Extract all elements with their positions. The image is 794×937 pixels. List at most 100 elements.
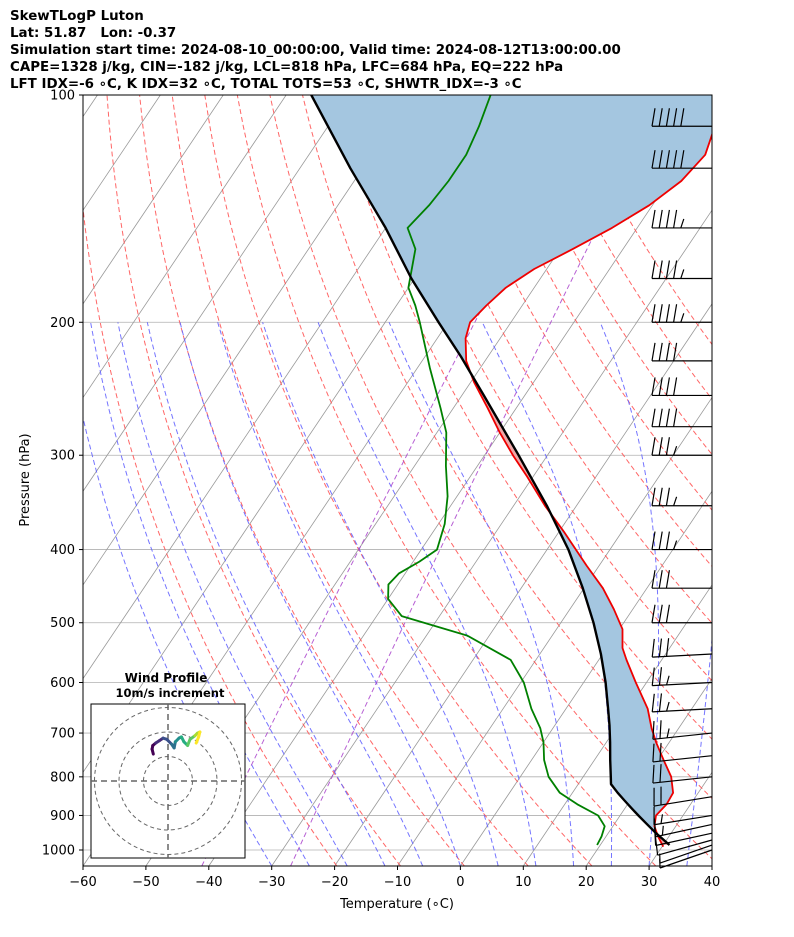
barb-flag [673, 377, 678, 396]
moist-adiabat [686, 634, 712, 866]
barb-shaft [652, 653, 713, 658]
barb-flag [651, 638, 655, 658]
barb-flag [658, 638, 663, 657]
hodograph-title: Wind Profile [125, 671, 208, 685]
barb-flag [658, 570, 663, 589]
wind-barb [651, 604, 712, 624]
barb-flag [673, 496, 678, 506]
barb-flag [673, 150, 678, 169]
x-tick-label: −40 [195, 875, 222, 890]
barb-flag [665, 260, 670, 279]
barb-flag [658, 377, 663, 396]
cape-line: CAPE=1328 j/kg, CIN=-182 j/kg, LCL=818 h… [10, 60, 564, 75]
barb-flag [665, 108, 670, 127]
dry-adiabat [334, 95, 712, 740]
barb-shaft [659, 849, 713, 869]
barb-flag [665, 531, 670, 550]
barb-flag [651, 604, 656, 623]
y-tick-label: 200 [50, 316, 75, 331]
wind-barb [651, 260, 712, 280]
barb-flag [665, 638, 670, 657]
y-tick-label: 300 [50, 449, 75, 464]
barb-flag [651, 667, 655, 686]
barb-flag [665, 701, 670, 712]
wind-barb [651, 209, 712, 229]
barb-flag [659, 742, 662, 762]
moist-adiabat [317, 322, 537, 866]
y-tick-label: 500 [50, 616, 75, 631]
barb-flag [665, 150, 670, 169]
wind-barb [653, 818, 713, 838]
moist-adiabat [217, 322, 461, 866]
wind-barb [651, 638, 713, 658]
dry-adiabat [497, 95, 712, 456]
barb-flag [659, 764, 662, 783]
barb-flag [665, 342, 670, 361]
dry-adiabat [464, 95, 712, 511]
barb-flag [673, 408, 678, 427]
x-tick-label: −30 [258, 875, 285, 890]
x-tick-label: −10 [384, 875, 411, 890]
dry-adiabat [171, 95, 529, 866]
wind-barb [651, 487, 712, 507]
wind-barb [651, 342, 712, 362]
barb-flag [673, 209, 678, 229]
barb-flag [651, 408, 656, 427]
barb-shaft [652, 708, 713, 713]
barb-flag [680, 313, 685, 323]
moist-adiabat [599, 322, 660, 866]
barb-flag [651, 377, 656, 396]
barb-flag [665, 209, 670, 229]
barb-flag [651, 531, 656, 550]
isotherm-line [397, 396, 712, 866]
y-tick-label: 600 [50, 676, 75, 691]
barb-shaft [655, 832, 713, 847]
barb-flag [651, 260, 656, 279]
moist-adiabat [90, 322, 310, 866]
y-tick-label: 800 [50, 770, 75, 785]
barb-flag [665, 675, 670, 686]
index-line: LFT IDX=-6 ∘C, K IDX=32 ∘C, TOTAL TOTS=5… [10, 77, 522, 92]
wind-barb [652, 720, 713, 740]
dry-adiabat [106, 95, 401, 866]
barb-flag [680, 108, 685, 127]
barb-flag [658, 260, 663, 279]
barb-flag [680, 218, 685, 229]
barb-shaft [653, 796, 713, 807]
wind-barb [653, 786, 713, 807]
barb-shaft [652, 681, 713, 687]
y-axis-label: Pressure (hPa) [18, 433, 33, 526]
cin-area [311, 95, 712, 373]
barb-flag [653, 818, 657, 837]
barb-flag [665, 304, 670, 323]
x-tick-label: 40 [704, 875, 721, 890]
wind-barb [651, 377, 712, 397]
wind-barb [651, 108, 712, 127]
barb-shaft [652, 732, 713, 740]
sounding-profiles [310, 95, 712, 848]
isotherm-line [83, 95, 224, 305]
isotherm-line [83, 95, 287, 399]
barb-flag [658, 693, 663, 712]
barb-shaft [652, 776, 713, 784]
dry-adiabat [83, 204, 338, 866]
isotherm-line [648, 771, 712, 866]
barb-flag [665, 408, 670, 427]
dry-adiabat [236, 95, 657, 866]
x-tick-label: 20 [578, 875, 595, 890]
barb-flag [665, 377, 670, 396]
wind-barb [652, 764, 713, 784]
barb-flag [659, 720, 662, 739]
barb-flag [652, 721, 655, 740]
barb-shaft [655, 823, 713, 838]
barb-flag [680, 269, 685, 279]
barb-flag [651, 570, 656, 589]
barb-flag [652, 743, 655, 762]
moist-adiabat [146, 322, 386, 866]
isotherm-line [208, 115, 712, 866]
x-tick-label: 10 [515, 875, 532, 890]
barb-flag [660, 814, 664, 824]
dry-adiabat [367, 95, 712, 682]
hodograph-subtitle: 10m/s increment [116, 686, 225, 700]
